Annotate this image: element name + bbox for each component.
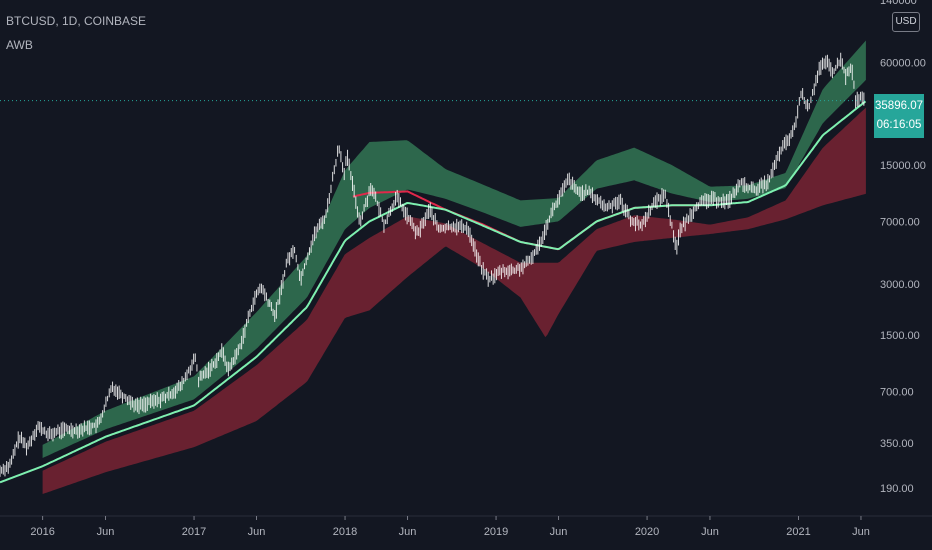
y-tick-label: 140000: [880, 0, 917, 7]
symbol-title[interactable]: BTCUSD, 1D, COINBASE: [6, 14, 147, 28]
last-price-value: 35896.07: [875, 100, 923, 112]
x-tick-label: 2020: [635, 526, 659, 538]
y-tick-label: 7000.00: [880, 216, 920, 228]
last-price-badge: 35896.07 06:16:05: [874, 94, 924, 138]
y-tick-label: 3000.00: [880, 279, 920, 291]
price-candles-layer: [0, 52, 865, 477]
x-tick-label: 2019: [484, 526, 508, 538]
x-tick-label: Jun: [701, 526, 719, 538]
y-tick-label: 350.00: [880, 438, 914, 450]
x-tick-label: Jun: [550, 526, 568, 538]
lower-band: [42, 107, 866, 494]
x-tick-label: Jun: [248, 526, 266, 538]
upper-band: [42, 40, 866, 458]
x-tick-label: 2021: [786, 526, 810, 538]
y-tick-label: 700.00: [880, 387, 914, 399]
y-tick-label: 1500.00: [880, 330, 920, 342]
x-tick-label: Jun: [852, 526, 870, 538]
indicator-title[interactable]: AWB: [6, 38, 33, 52]
y-tick-label: 15000.00: [880, 160, 926, 172]
y-tick-label: 60000.00: [880, 58, 926, 70]
axis-layer: 140000 60000.00 15000.00 7000.00 3000.00 1500…: [0, 0, 932, 538]
y-tick-label: 190.00: [880, 483, 914, 495]
x-tick-label: Jun: [97, 526, 115, 538]
band-layer: [42, 40, 866, 494]
bar-countdown: 06:16:05: [876, 119, 922, 131]
x-tick-label: 2018: [333, 526, 357, 538]
x-tick-label: 2017: [182, 526, 206, 538]
x-tick-label: 2016: [30, 526, 54, 538]
currency-button[interactable]: USD: [892, 12, 920, 32]
x-tick-label: Jun: [399, 526, 417, 538]
